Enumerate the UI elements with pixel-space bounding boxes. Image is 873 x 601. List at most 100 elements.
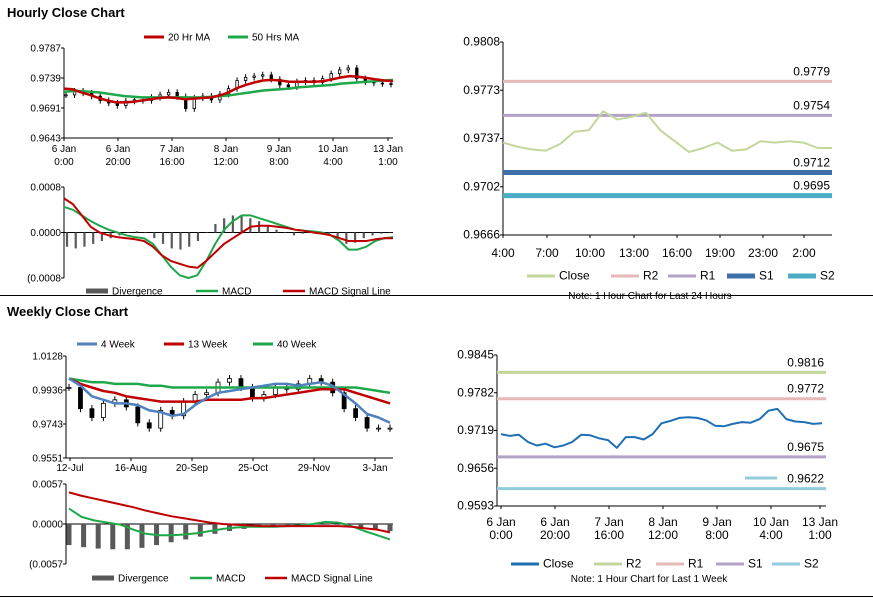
hourly-24h-note: Note: 1 Hour Chart for Last 24 Hours xyxy=(568,291,731,302)
weekly-macd-legend-swatch xyxy=(190,576,212,580)
weekly-macd-divergence-bar xyxy=(212,524,218,534)
hourly-macd-macd-line xyxy=(63,205,394,279)
weekly-1w-legend-label: R1 xyxy=(688,557,704,571)
weekly-price-candle-body xyxy=(89,408,95,418)
weekly-price-candle-body xyxy=(227,378,232,383)
section-divider-top xyxy=(0,295,873,296)
weekly-price-candle-body xyxy=(66,387,72,389)
hourly-macd-divergence-bar xyxy=(240,215,243,233)
weekly-price-xtick-label: 25-Oct xyxy=(238,463,268,474)
weekly-macd-divergence-bar xyxy=(124,524,130,550)
weekly-1w-legend-swatch xyxy=(772,562,800,566)
hourly-24h-xtick-label: 7:00 xyxy=(535,246,559,260)
weekly-macd-divergence-bar xyxy=(110,524,116,550)
weekly-macd-legend-label: MACD Signal Line xyxy=(291,574,373,585)
weekly-1w-xtick-label: 6 Jan xyxy=(486,515,515,529)
weekly-1w-xtick-label: 16:00 xyxy=(594,528,624,542)
hourly-price-candle-body xyxy=(243,76,248,81)
hourly-macd-divergence-bar xyxy=(144,232,147,233)
weekly-macd-ytick-label: 0.0057 xyxy=(32,480,63,491)
hourly-macd-divergence-bar xyxy=(74,232,77,249)
weekly-price-candle-body xyxy=(78,387,83,410)
hourly-price-legend-swatch xyxy=(144,35,164,39)
hourly-24h-xtick-label: 2:00 xyxy=(792,246,816,260)
weekly-1w-ytick-label: 0.9593 xyxy=(457,499,494,513)
hourly-24h-xtick-label: 23:00 xyxy=(748,246,778,260)
weekly-1w-ytick-label: 0.9845 xyxy=(457,348,494,362)
weekly-macd-legend-label: Divergence xyxy=(118,574,169,585)
hourly-macd-divergence-bar xyxy=(362,232,365,239)
hourly-macd-divergence-bar xyxy=(100,232,104,242)
weekly-macd-legend-swatch xyxy=(92,575,114,581)
hourly-24h-ytick-label: 0.9702 xyxy=(463,179,500,193)
hourly-24h-xtick-label: 19:00 xyxy=(705,246,735,260)
weekly-macd-ytick-label: (0.0057 xyxy=(29,560,63,571)
hourly-24h-level-label: 0.9754 xyxy=(793,98,830,112)
weekly-1w-legend-label: S2 xyxy=(804,557,819,571)
weekly-macd-divergence-bar xyxy=(139,524,145,548)
hourly-macd-divergence-bar xyxy=(284,232,287,233)
hourly-macd-ytick-label: (0.0008 xyxy=(27,274,61,285)
hourly-price-ytick-label: 0.9739 xyxy=(30,74,61,85)
weekly-price-legend-swatch xyxy=(164,342,184,346)
hourly-24h-legend-label: Close xyxy=(559,269,590,283)
weekly-1w-legend-label: S1 xyxy=(748,557,763,571)
hourly-price-ytick-label: 0.9787 xyxy=(30,44,61,55)
weekly-macd-divergence-bar xyxy=(372,524,378,530)
hourly-price-xtick-label: 4:00 xyxy=(323,157,343,168)
weekly-price-candle-body xyxy=(146,422,152,429)
weekly-1w-ytick-label: 0.9782 xyxy=(457,385,494,399)
weekly-price-candle-body xyxy=(100,402,106,418)
weekly-1w-level-label: 0.9816 xyxy=(787,355,824,369)
hourly-macd-divergence-bar xyxy=(371,232,374,236)
hourly-price-xtick-label: 12:00 xyxy=(213,157,238,168)
hourly-macd-divergence-bar xyxy=(257,221,261,233)
weekly-price-legend-swatch xyxy=(253,342,273,346)
hourly-macd-divergence-bar xyxy=(292,232,296,236)
hourly-price-xtick-label: 8:00 xyxy=(269,157,289,168)
hourly-price-candle-body xyxy=(252,75,256,78)
weekly-price-candle-body xyxy=(204,392,209,395)
hourly-price-xtick-label: 10 Jan xyxy=(318,144,348,155)
hourly-price-candle-body xyxy=(389,83,393,86)
hourly-macd-divergence-bar xyxy=(301,232,304,234)
weekly-macd-divergence-bar xyxy=(314,524,320,525)
weekly-macd-divergence-bar xyxy=(95,524,101,549)
weekly-1w-xtick-label: 12:00 xyxy=(648,528,678,542)
hourly-macd-divergence-bar xyxy=(336,232,339,239)
hourly-macd-legend-label: Divergence xyxy=(112,287,163,298)
hourly-price-xtick-label: 7 Jan xyxy=(160,144,184,155)
weekly-macd-legend-label: MACD xyxy=(216,574,245,585)
hourly-macd-ytick-label: 0.0000 xyxy=(30,228,61,239)
weekly-1w-xtick-label: 8 Jan xyxy=(648,515,677,529)
hourly-price-candle-body xyxy=(380,82,385,85)
weekly-macd-divergence-bar xyxy=(387,524,393,532)
weekly-price-xtick-label: 29-Nov xyxy=(298,463,330,474)
weekly-macd-divergence-bar xyxy=(66,524,72,546)
weekly-price-candle-body xyxy=(238,378,244,388)
hourly-macd-divergence-bar xyxy=(65,232,69,247)
hourly-macd-divergence-bar xyxy=(388,232,392,233)
hourly-24h-legend-swatch xyxy=(611,274,639,278)
hourly-24h-legend-swatch xyxy=(727,273,755,279)
hourly-macd-divergence-bar xyxy=(345,232,348,244)
hourly-24h-legend-swatch xyxy=(527,274,555,278)
weekly-price-xtick-label: 12-Jul xyxy=(56,463,83,474)
hourly-price-xtick-label: 16:00 xyxy=(159,157,184,168)
hourly-24h-ytick-label: 0.9808 xyxy=(463,35,500,49)
weekly-macd-divergence-bar xyxy=(329,524,335,525)
weekly-macd-divergence-bar xyxy=(285,524,291,527)
hourly-price-xtick-label: 1:00 xyxy=(378,157,398,168)
weekly-1w-ytick-label: 0.9719 xyxy=(457,423,494,437)
hourly-macd-legend-swatch xyxy=(283,289,305,293)
weekly-price-xtick-label: 3-Jan xyxy=(362,463,387,474)
hourly-price-candle-body xyxy=(269,74,273,80)
weekly-macd-legend-swatch xyxy=(265,576,287,580)
hourly-macd-divergence-bar xyxy=(153,232,156,239)
hourly-price-legend-swatch xyxy=(228,35,248,39)
section-divider-bottom xyxy=(0,596,873,597)
hourly-price-candle-body xyxy=(175,91,179,98)
hourly-macd-divergence-bar xyxy=(83,232,86,247)
weekly-price-legend-label: 13 Week xyxy=(188,340,228,351)
hourly-macd-divergence-bar xyxy=(223,218,226,233)
